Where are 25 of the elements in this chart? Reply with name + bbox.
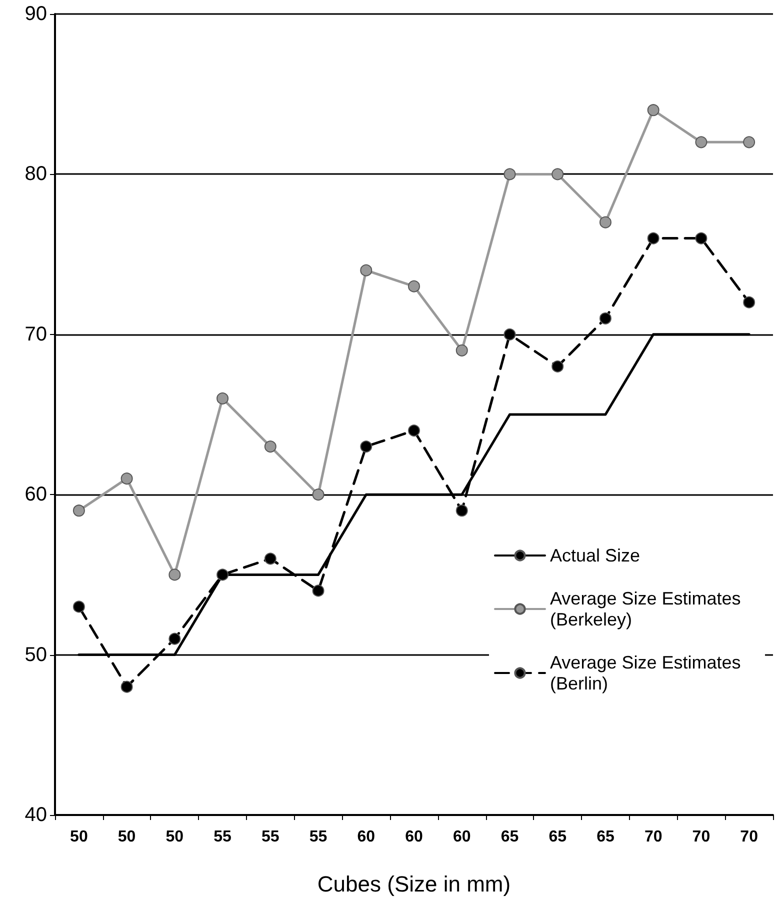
y-tick-label: 40: [24, 804, 47, 826]
x-tick-label: 65: [548, 828, 567, 846]
legend-label: Average Size Estimates (Berkeley): [550, 588, 746, 630]
x-axis-title: Cubes (Size in mm): [317, 872, 511, 896]
x-tick-label: 60: [357, 828, 376, 846]
x-tick-label: 50: [166, 828, 184, 846]
y-tick-label: 90: [24, 3, 47, 25]
legend-label: Actual Size: [550, 546, 640, 566]
x-tick-label: 60: [452, 828, 471, 846]
x-tick-label: 60: [405, 828, 423, 846]
x-tick-label: 50: [118, 828, 136, 846]
x-tick-label: 50: [70, 828, 88, 846]
y-tick-label: 50: [24, 644, 47, 666]
x-tick-label: 65: [500, 828, 519, 846]
x-tick-label: 55: [262, 828, 280, 846]
x-tick-label: 70: [692, 828, 710, 846]
legend-label: Average Size Estimates (Berlin): [550, 652, 746, 694]
x-tick-label: 55: [214, 828, 232, 846]
y-tick-label: 60: [24, 484, 47, 506]
x-tick-label: 70: [644, 828, 662, 846]
x-tick-label: 70: [740, 828, 758, 846]
x-tick-label: 55: [309, 828, 328, 846]
y-tick-label: 70: [24, 323, 47, 346]
x-tick-label: 65: [596, 828, 614, 846]
y-tick-label: 80: [24, 163, 47, 186]
